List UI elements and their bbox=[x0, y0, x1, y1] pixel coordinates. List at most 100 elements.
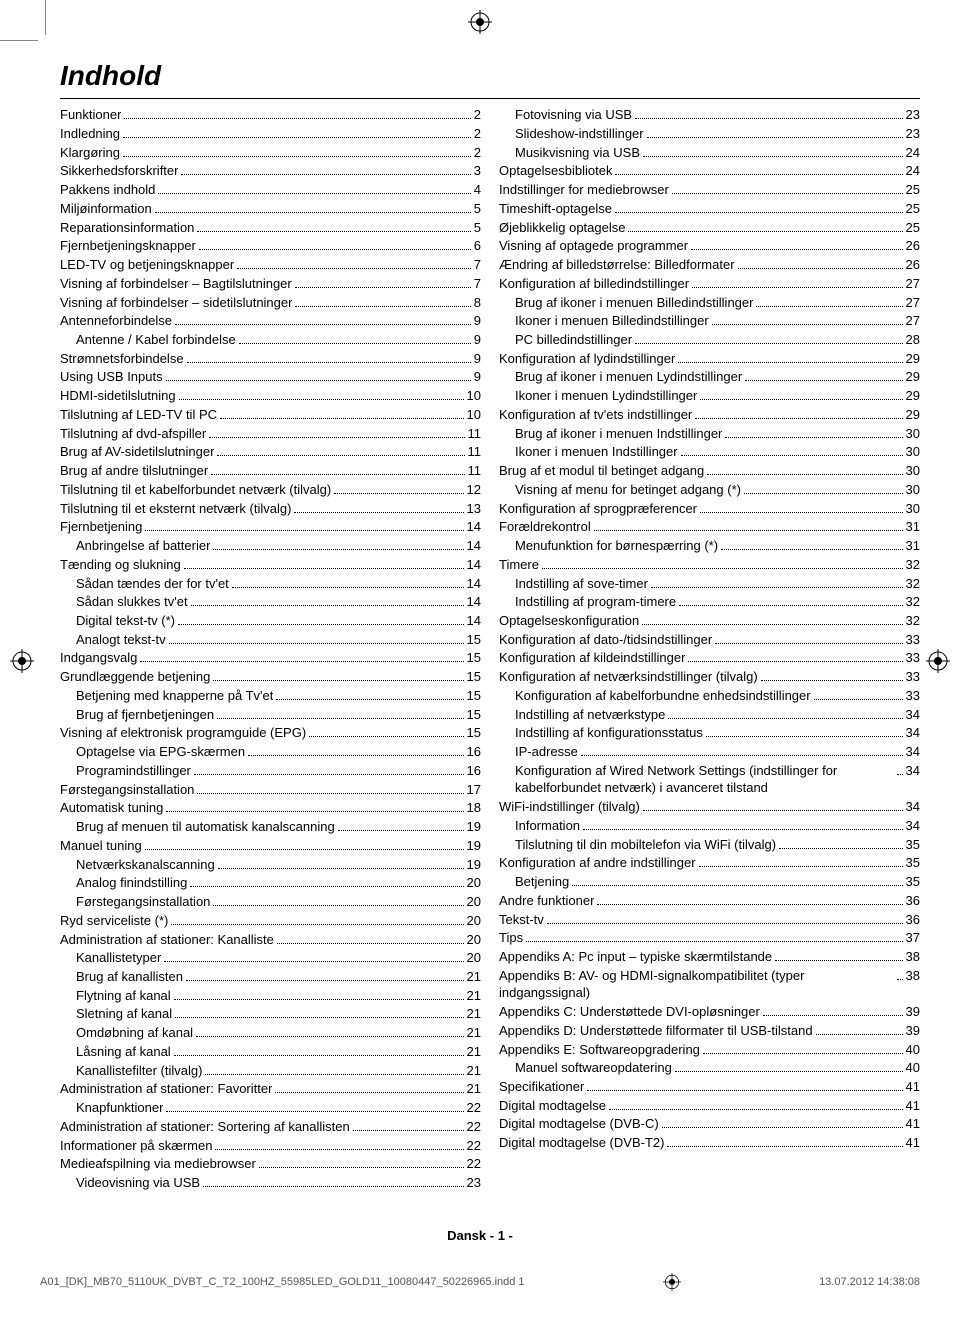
toc-entry: Sådan tændes der for tv'et14 bbox=[60, 575, 481, 593]
toc-leader-dots bbox=[700, 512, 903, 513]
toc-entry-label: Brug af menuen til automatisk kanalscann… bbox=[76, 818, 335, 836]
toc-entry-page: 40 bbox=[906, 1059, 920, 1077]
toc-entry-label: Tænding og slukning bbox=[60, 556, 181, 574]
toc-leader-dots bbox=[275, 1092, 463, 1093]
toc-entry-label: Brug af ikoner i menuen Lydindstillinger bbox=[515, 368, 742, 386]
toc-entry-label: Using USB Inputs bbox=[60, 368, 163, 386]
toc-entry: Appendiks B: AV- og HDMI-signalkompatibi… bbox=[499, 967, 920, 1002]
toc-entry-label: Ryd serviceliste (*) bbox=[60, 912, 168, 930]
toc-leader-dots bbox=[259, 1167, 464, 1168]
toc-entry-page: 16 bbox=[467, 743, 481, 761]
toc-entry-label: Visning af forbindelser – sidetilslutnin… bbox=[60, 294, 292, 312]
toc-leader-dots bbox=[191, 605, 464, 606]
toc-entry-page: 24 bbox=[906, 144, 920, 162]
toc-leader-dots bbox=[175, 1017, 463, 1018]
toc-entry-page: 38 bbox=[906, 967, 920, 985]
toc-entry-page: 30 bbox=[906, 443, 920, 461]
toc-entry-page: 39 bbox=[906, 1022, 920, 1040]
toc-entry-page: 2 bbox=[474, 144, 481, 162]
toc-leader-dots bbox=[635, 343, 902, 344]
toc-entry-page: 25 bbox=[906, 219, 920, 237]
toc-entry-label: Konfiguration af lydindstillinger bbox=[499, 350, 675, 368]
toc-entry: Digital tekst-tv (*)14 bbox=[60, 612, 481, 630]
toc-entry: Appendiks A: Pc input – typiske skærmtil… bbox=[499, 948, 920, 966]
toc-entry: Administration af stationer: Sortering a… bbox=[60, 1118, 481, 1136]
toc-entry: Fjernbetjeningsknapper6 bbox=[60, 237, 481, 255]
toc-entry: Digital modtagelse41 bbox=[499, 1097, 920, 1115]
toc-entry: Informationer på skærmen22 bbox=[60, 1137, 481, 1155]
toc-entry-label: Konfiguration af Wired Network Settings … bbox=[515, 762, 894, 797]
toc-entry-page: 29 bbox=[906, 368, 920, 386]
toc-leader-dots bbox=[635, 118, 902, 119]
toc-entry-label: Slideshow-indstillinger bbox=[515, 125, 644, 143]
toc-entry-page: 33 bbox=[906, 631, 920, 649]
toc-entry-label: Reparationsinformation bbox=[60, 219, 194, 237]
toc-entry-label: Appendiks C: Understøttede DVI-opløsning… bbox=[499, 1003, 760, 1021]
toc-leader-dots bbox=[587, 1090, 902, 1091]
toc-entry-page: 31 bbox=[906, 518, 920, 536]
toc-entry-page: 20 bbox=[467, 949, 481, 967]
toc-leader-dots bbox=[237, 268, 471, 269]
toc-entry-label: Analog finindstilling bbox=[76, 874, 187, 892]
toc-entry: Brug af ikoner i menuen Lydindstillinger… bbox=[499, 368, 920, 386]
toc-entry-label: Timere bbox=[499, 556, 539, 574]
toc-leader-dots bbox=[175, 324, 471, 325]
toc-entry-label: Informationer på skærmen bbox=[60, 1137, 212, 1155]
toc-columns: Funktioner2Indledning2Klargøring2Sikkerh… bbox=[60, 105, 920, 1193]
toc-column-left: Funktioner2Indledning2Klargøring2Sikkerh… bbox=[60, 105, 481, 1193]
toc-leader-dots bbox=[542, 568, 903, 569]
toc-entry-label: Administration af stationer: Kanalliste bbox=[60, 931, 274, 949]
toc-entry-label: IP-adresse bbox=[515, 743, 578, 761]
toc-entry-label: Grundlæggende betjening bbox=[60, 668, 210, 686]
toc-leader-dots bbox=[174, 999, 464, 1000]
toc-leader-dots bbox=[594, 530, 903, 531]
toc-leader-dots bbox=[547, 923, 903, 924]
crop-mark bbox=[45, 0, 46, 35]
toc-entry: Konfiguration af kabelforbundne enhedsin… bbox=[499, 687, 920, 705]
toc-entry-label: Visning af menu for betinget adgang (*) bbox=[515, 481, 741, 499]
toc-leader-dots bbox=[651, 587, 903, 588]
toc-entry-label: Fjernbetjeningsknapper bbox=[60, 237, 196, 255]
registration-mark-icon bbox=[468, 10, 492, 34]
toc-entry-label: Appendiks A: Pc input – typiske skærmtil… bbox=[499, 948, 772, 966]
toc-leader-dots bbox=[166, 380, 471, 381]
toc-entry: Tilslutning til et kabelforbundet netvær… bbox=[60, 481, 481, 499]
toc-entry-label: Indstilling af konfigurationsstatus bbox=[515, 724, 703, 742]
toc-entry-page: 15 bbox=[467, 631, 481, 649]
toc-entry-page: 21 bbox=[467, 1062, 481, 1080]
toc-leader-dots bbox=[276, 699, 463, 700]
toc-entry: Optagelse via EPG-skærmen16 bbox=[60, 743, 481, 761]
toc-entry: Førstegangsinstallation20 bbox=[60, 893, 481, 911]
toc-entry-label: WiFi-indstillinger (tilvalg) bbox=[499, 798, 640, 816]
toc-leader-dots bbox=[721, 549, 903, 550]
toc-leader-dots bbox=[295, 306, 470, 307]
toc-entry-page: 17 bbox=[467, 781, 481, 799]
toc-entry-label: Medieafspilning via mediebrowser bbox=[60, 1155, 256, 1173]
toc-leader-dots bbox=[699, 866, 903, 867]
toc-entry-label: Kanallistefilter (tilvalg) bbox=[76, 1062, 202, 1080]
toc-entry-page: 13 bbox=[467, 500, 481, 518]
toc-entry-label: Indstilling af sove-timer bbox=[515, 575, 648, 593]
toc-entry-page: 9 bbox=[474, 368, 481, 386]
toc-leader-dots bbox=[220, 418, 464, 419]
toc-entry-page: 27 bbox=[906, 312, 920, 330]
toc-leader-dots bbox=[166, 1111, 463, 1112]
toc-leader-dots bbox=[295, 287, 471, 288]
toc-entry: WiFi-indstillinger (tilvalg)34 bbox=[499, 798, 920, 816]
toc-leader-dots bbox=[145, 849, 464, 850]
toc-entry: Using USB Inputs 9 bbox=[60, 368, 481, 386]
toc-entry: Klargøring2 bbox=[60, 144, 481, 162]
toc-entry: Ikoner i menuen Billedindstillinger27 bbox=[499, 312, 920, 330]
toc-entry-label: Menufunktion for børnespærring (*) bbox=[515, 537, 718, 555]
toc-leader-dots bbox=[779, 848, 902, 849]
toc-leader-dots bbox=[814, 699, 903, 700]
toc-column-right: Fotovisning via USB23Slideshow-indstilli… bbox=[499, 105, 920, 1193]
toc-entry-label: Konfiguration af dato-/tidsindstillinger bbox=[499, 631, 712, 649]
toc-entry-page: 20 bbox=[467, 912, 481, 930]
toc-entry-page: 12 bbox=[467, 481, 481, 499]
toc-leader-dots bbox=[178, 624, 464, 625]
toc-entry-label: Brug af andre tilslutninger bbox=[60, 462, 208, 480]
toc-leader-dots bbox=[675, 1071, 903, 1072]
toc-leader-dots bbox=[171, 924, 463, 925]
toc-entry-page: 14 bbox=[467, 612, 481, 630]
